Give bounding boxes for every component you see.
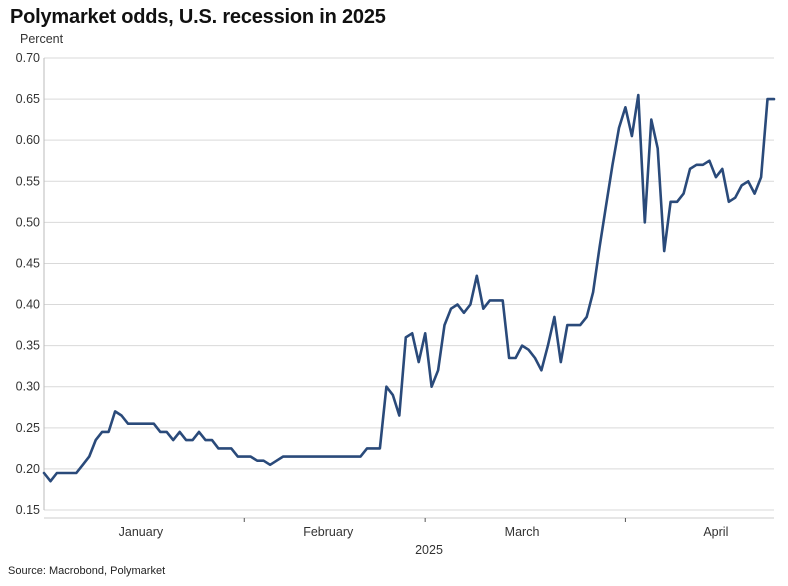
x-tick-label: April (703, 525, 728, 539)
series-line (42, 93, 776, 483)
source-note: Source: Macrobond, Polymarket (8, 565, 166, 577)
y-tick-label: 0.45 (16, 256, 40, 270)
x-tick-label: March (505, 525, 540, 539)
y-tick-label: 0.20 (16, 462, 40, 476)
y-tick-label: 0.65 (16, 92, 40, 106)
y-tick-label: 0.30 (16, 380, 40, 394)
y-tick-label: 0.15 (16, 503, 40, 517)
y-tick-label: 0.50 (16, 215, 40, 229)
x-axis-title: 2025 (415, 543, 443, 557)
x-tick-label: January (119, 525, 164, 539)
gridlines (44, 57, 774, 511)
chart-title: Polymarket odds, U.S. recession in 2025 (10, 6, 386, 28)
y-tick-label: 0.40 (16, 298, 40, 312)
y-tick-label: 0.55 (16, 174, 40, 188)
x-tick-label: February (303, 525, 354, 539)
y-axis-title: Percent (20, 32, 64, 46)
y-tick-label: 0.25 (16, 421, 40, 435)
y-tick-label: 0.70 (16, 51, 40, 65)
y-tick-label: 0.35 (16, 339, 40, 353)
y-tick-label: 0.60 (16, 133, 40, 147)
y-axis-labels: 0.15 0.20 0.25 0.30 0.35 0.40 0.45 0.50 0.55 0.60… (16, 51, 40, 517)
